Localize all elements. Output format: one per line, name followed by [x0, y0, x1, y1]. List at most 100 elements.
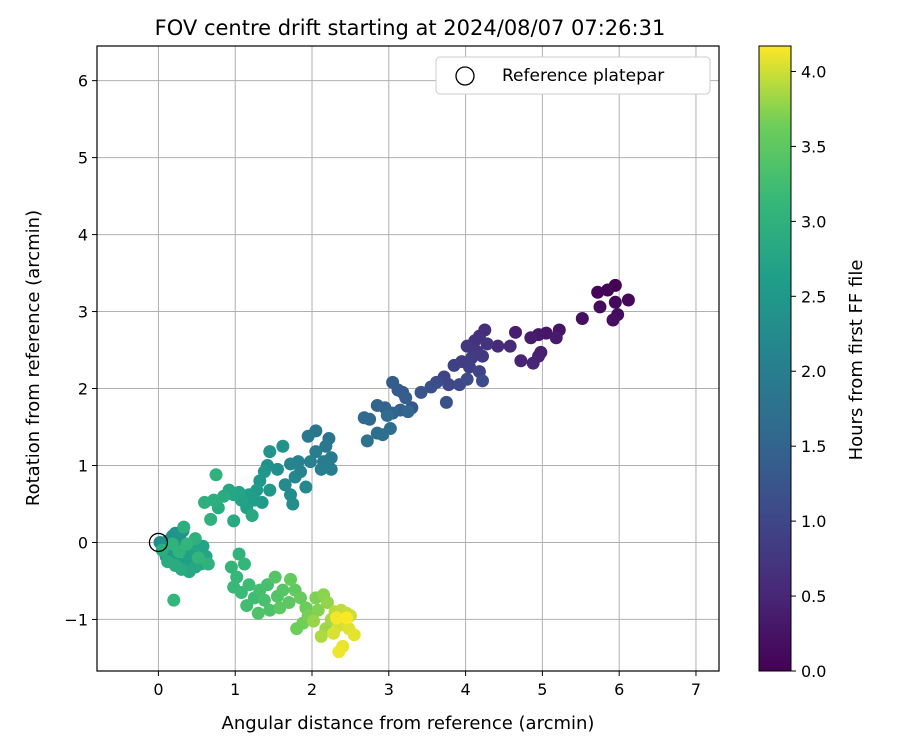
reference-marker-layer [148, 532, 169, 553]
data-point [293, 591, 307, 605]
data-point [401, 405, 415, 419]
data-point [460, 372, 474, 386]
data-point [475, 374, 489, 388]
data-point [319, 439, 333, 453]
data-point [268, 570, 282, 584]
data-point [204, 512, 218, 526]
colorbar-tick-label: 3.5 [801, 137, 826, 156]
data-point [606, 313, 620, 327]
data-point [240, 599, 254, 613]
data-point [503, 339, 517, 353]
data-point [257, 593, 271, 607]
plot-frame [96, 45, 720, 672]
x-tick-label: 5 [537, 680, 547, 699]
colorbar-tick-label: 0.5 [801, 587, 826, 606]
y-tick-label: 0 [78, 533, 88, 552]
data-point [320, 595, 334, 609]
data-point [209, 468, 223, 482]
colorbar-tick-label: 0.0 [801, 662, 826, 681]
y-tick-label: 6 [78, 72, 88, 91]
data-point [276, 583, 290, 597]
data-point [314, 629, 328, 643]
data-point [276, 439, 290, 453]
data-point [201, 557, 215, 571]
colorbar-tick-label: 3.0 [801, 212, 826, 231]
data-point [601, 283, 615, 297]
colorbar-label: Hours from first FF file [846, 260, 867, 461]
data-point [224, 560, 238, 574]
data-point [161, 555, 175, 569]
data-point [340, 611, 354, 625]
data-point [526, 356, 540, 370]
x-axis-label: Angular distance from reference (arcmin) [222, 713, 595, 734]
y-tick-label: 2 [78, 380, 88, 399]
colorbar: 0.0 0.5 1.0 1.5 2.0 2.5 3.0 3.5 4.0 Hours from f… [758, 45, 867, 681]
y-tick-label: 4 [78, 226, 88, 245]
data-point [284, 572, 298, 586]
data-point [332, 645, 346, 659]
colorbar-tick-label: 4.0 [801, 62, 826, 81]
colorbar-tick-label: 2.0 [801, 362, 826, 381]
colorbar-ticks: 0.0 0.5 1.0 1.5 2.0 2.5 3.0 3.5 4.0 [791, 62, 826, 681]
data-point [263, 445, 277, 459]
data-point [380, 408, 394, 422]
data-point [386, 375, 400, 389]
data-point [198, 495, 212, 509]
data-point [442, 378, 456, 392]
x-axis: 0 1 2 3 4 5 6 7 [153, 671, 701, 699]
data-point [230, 570, 244, 584]
data-point [475, 349, 489, 363]
y-tick-label: 1 [78, 456, 88, 475]
data-point [399, 391, 413, 405]
data-point [284, 457, 298, 471]
data-point [491, 339, 505, 353]
data-point [593, 300, 607, 314]
legend-entry-reference: Reference platepar [502, 66, 664, 86]
x-tick-label: 4 [460, 680, 470, 699]
data-point [514, 354, 528, 368]
data-point [301, 429, 315, 443]
data-point [462, 360, 476, 374]
legend-open-circle-icon [455, 66, 475, 86]
data-point [286, 497, 300, 511]
data-point [299, 480, 313, 494]
data-point [575, 311, 589, 325]
x-tick-label: 0 [153, 680, 163, 699]
data-point [303, 455, 317, 469]
x-tick-label: 3 [384, 680, 394, 699]
y-axis-label: Rotation from reference (arcmin) [23, 210, 44, 506]
data-point [270, 462, 284, 476]
data-point [232, 547, 246, 561]
data-point [330, 611, 344, 625]
data-point [347, 628, 361, 642]
y-tick-label: 5 [78, 149, 88, 168]
data-point [357, 411, 371, 425]
data-point [237, 557, 251, 571]
data-point [480, 337, 494, 351]
data-point [524, 331, 538, 345]
y-tick-label: −1 [64, 610, 88, 629]
data-point [311, 603, 325, 617]
data-point [251, 606, 265, 620]
chart-title: FOV centre drift starting at 2024/08/07 … [155, 16, 666, 40]
data-point [460, 339, 474, 353]
data-point [414, 385, 428, 399]
colorbar-gradient [758, 45, 792, 672]
x-tick-label: 1 [230, 680, 240, 699]
data-point [263, 603, 277, 617]
x-tick-label: 6 [614, 680, 624, 699]
colorbar-tick-label: 2.5 [801, 287, 826, 306]
data-point [242, 578, 256, 592]
data-point [217, 489, 231, 503]
data-point [191, 551, 205, 565]
data-points [153, 278, 635, 659]
legend: Reference platepar [435, 56, 711, 95]
data-point [324, 462, 338, 476]
data-point [327, 626, 341, 640]
data-point [360, 434, 374, 448]
data-point [282, 595, 296, 609]
data-point [263, 483, 277, 497]
data-point [370, 398, 384, 412]
x-tick-label: 2 [307, 680, 317, 699]
